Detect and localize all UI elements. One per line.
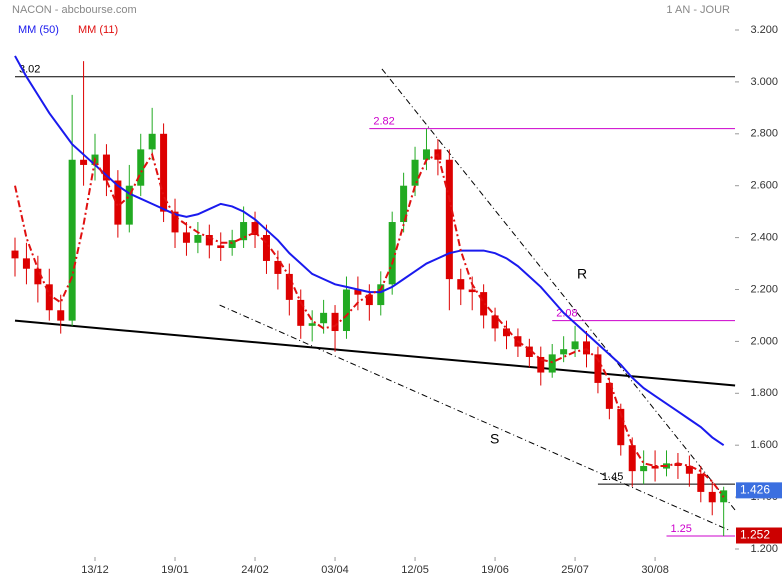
candle-body — [228, 240, 236, 248]
candle-body — [285, 273, 293, 300]
candle-body — [617, 408, 625, 446]
candle-body — [480, 292, 488, 316]
price-tag — [736, 482, 782, 499]
candle-body — [560, 349, 568, 355]
candle-body — [651, 465, 659, 469]
annotation: S — [490, 431, 499, 447]
candle-body — [525, 346, 533, 357]
candle-body — [354, 289, 362, 295]
y-tick-label: 2.800 — [750, 128, 778, 140]
x-tick-label: 25/07 — [561, 564, 589, 576]
candle-body — [114, 180, 122, 225]
candle-body — [457, 279, 465, 290]
candle-body — [583, 341, 590, 355]
candle-body — [262, 235, 270, 261]
candle-body — [400, 185, 408, 223]
candle-body — [251, 222, 259, 236]
x-tick-label: 12/05 — [401, 564, 429, 576]
candle-body — [45, 284, 53, 311]
candle-body — [205, 235, 213, 246]
y-tick-label: 1.200 — [750, 543, 778, 555]
level-label: 1.25 — [671, 523, 692, 535]
candle-body — [34, 268, 42, 285]
candle-body — [697, 473, 705, 492]
candle-body — [331, 312, 339, 332]
price-tag — [736, 527, 782, 544]
candle-body — [708, 491, 716, 503]
candle-body — [171, 211, 179, 233]
candle-body — [685, 465, 693, 474]
candle-body — [502, 328, 510, 337]
candle-body — [571, 341, 579, 350]
price-tag-label: 1.252 — [740, 528, 770, 542]
x-tick-label: 24/02 — [241, 564, 269, 576]
y-tick-label: 2.000 — [750, 335, 778, 347]
candle-body — [594, 354, 602, 383]
candle-body — [605, 382, 613, 409]
y-tick-label: 2.200 — [750, 283, 778, 295]
y-tick-label: 3.200 — [750, 24, 778, 36]
candle-body — [240, 222, 248, 241]
candle-body — [217, 245, 225, 248]
candle-body — [640, 465, 648, 472]
y-tick-label: 3.000 — [750, 76, 778, 88]
legend-entry: MM (50) — [18, 24, 59, 36]
x-tick-label: 19/06 — [481, 564, 509, 576]
candle-body — [22, 258, 30, 269]
candle-body — [388, 222, 396, 285]
candle-body — [548, 354, 556, 373]
legend-entry: MM (11) — [78, 24, 118, 36]
candle-body — [537, 356, 545, 373]
candle-body — [57, 310, 65, 321]
candle-body — [11, 250, 19, 259]
moving-average — [14, 55, 725, 447]
candle-body — [491, 315, 499, 329]
y-tick-label: 2.600 — [750, 180, 778, 192]
x-tick-label: 13/12 — [81, 564, 109, 576]
trend-line — [381, 68, 736, 511]
candle-body — [80, 159, 88, 165]
candle-body — [148, 133, 156, 150]
candle-body — [182, 232, 190, 243]
candle-body — [68, 159, 76, 321]
candle-body — [308, 323, 316, 326]
candle-body — [674, 463, 682, 466]
chart-subtitle: 1 AN - JOUR — [666, 4, 730, 16]
moving-average — [14, 152, 725, 498]
candle-body — [468, 289, 476, 293]
candle-body — [342, 289, 350, 332]
candle-body — [320, 312, 328, 324]
y-tick-label: 1.600 — [750, 439, 778, 451]
candle-body — [160, 133, 168, 212]
candle-body — [411, 159, 419, 186]
candle-body — [422, 149, 430, 160]
x-tick-label: 19/01 — [161, 564, 189, 576]
x-tick-label: 30/08 — [641, 564, 669, 576]
candle-body — [194, 235, 202, 243]
level-label: 1.45 — [602, 471, 623, 483]
y-tick-label: 2.400 — [750, 232, 778, 244]
chart-title: NACON - abcbourse.com — [12, 4, 137, 16]
trend-line — [14, 319, 736, 387]
candle-body — [445, 159, 453, 280]
candle-body — [628, 445, 636, 472]
level-label: 2.82 — [373, 116, 394, 128]
price-tag-label: 1.426 — [740, 483, 770, 497]
candle-body — [297, 299, 305, 326]
trend-line — [219, 304, 731, 532]
candle-body — [377, 284, 385, 306]
y-tick-label: 1.800 — [750, 387, 778, 399]
candle-body — [102, 154, 110, 181]
candle-body — [137, 149, 145, 186]
candle-body — [125, 185, 133, 225]
annotation: R — [577, 266, 587, 282]
candle-body — [274, 260, 282, 274]
candle-body — [365, 294, 373, 306]
x-tick-label: 03/04 — [321, 564, 349, 576]
